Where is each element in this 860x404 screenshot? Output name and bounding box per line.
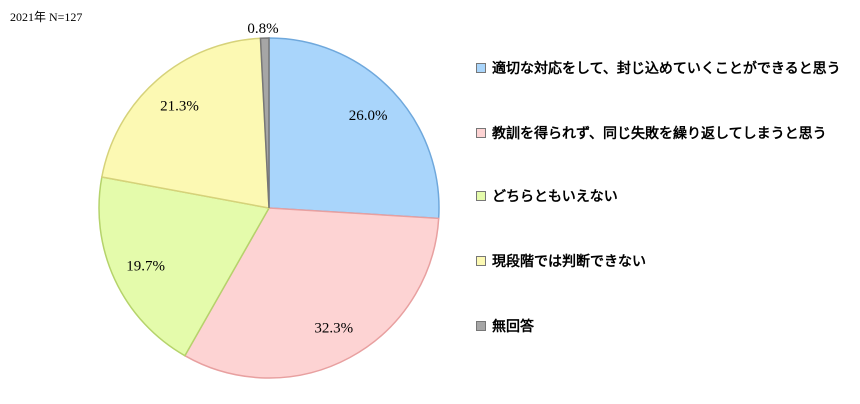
- legend-swatch: [476, 128, 486, 138]
- legend-label: 現段階では判断できない: [492, 254, 646, 270]
- data-label-3: 21.3%: [160, 99, 199, 115]
- legend-item-1: 教訓を得られず、同じ失敗を繰り返してしまうと思う: [476, 123, 827, 143]
- legend-swatch: [476, 63, 486, 73]
- pie-slice-0: [268, 37, 440, 220]
- data-label-2: 19.7%: [126, 258, 165, 274]
- legend-swatch: [476, 321, 486, 331]
- pie-slice-2: [98, 176, 271, 357]
- pie-slice-4: [259, 37, 270, 209]
- legend-label: 無回答: [492, 319, 534, 335]
- legend-item-4: 無回答: [476, 316, 534, 336]
- data-label-4: 0.8%: [247, 21, 278, 37]
- legend-item-0: 適切な対応をして、封じ込めていくことができると思う: [476, 58, 841, 78]
- legend-swatch: [476, 191, 486, 201]
- chart-note: 2021年 N=127: [10, 10, 83, 24]
- legend-item-3: 現段階では判断できない: [476, 251, 646, 271]
- legend-label: どちらともいえない: [492, 189, 618, 205]
- legend-label: 教訓を得られず、同じ失敗を繰り返してしまうと思う: [492, 126, 827, 142]
- pie-slice-1: [183, 207, 440, 379]
- pie-slice-3: [100, 37, 270, 209]
- data-label-0: 26.0%: [349, 108, 388, 124]
- legend-swatch: [476, 256, 486, 266]
- legend-label: 適切な対応をして、封じ込めていくことができると思う: [492, 61, 841, 77]
- data-label-1: 32.3%: [314, 321, 353, 337]
- legend-item-2: どちらともいえない: [476, 186, 618, 206]
